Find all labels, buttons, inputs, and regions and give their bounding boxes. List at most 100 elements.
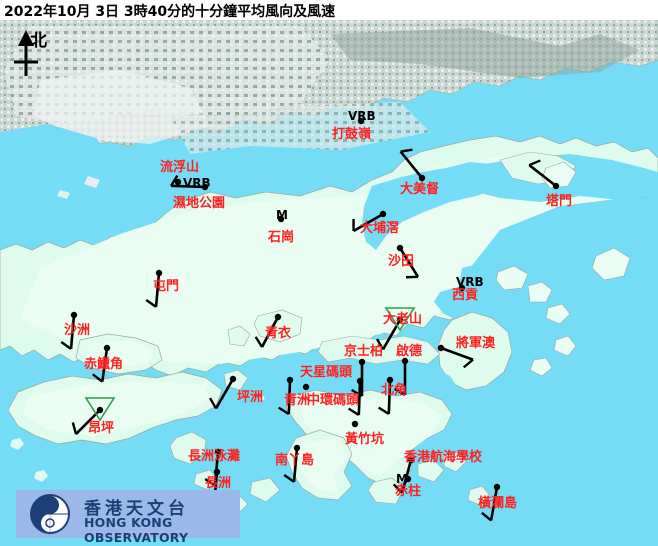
wind-shaft [214,378,235,410]
wind-shaft [489,486,499,521]
mainland-lower-texture [170,102,430,154]
wind-barb-feather [348,407,360,416]
station-sha-chau[interactable] [60,311,78,350]
station-peng-chau[interactable] [208,375,237,410]
station-waglan-island[interactable] [481,483,501,522]
station-label-lamma-island: 南丫島 [275,453,315,468]
wind-barb-feather [528,159,541,167]
station-dot-marker [96,406,104,414]
station-dot-marker [407,456,415,464]
station-tap-mun[interactable] [528,159,560,190]
station-label-cheung-chau-beach: 長洲泳灘 [188,449,241,464]
ne-outer-island [591,247,631,281]
vrb-label-sai-kung: VRB [456,275,484,289]
station-ta-kwu-ling[interactable] [357,117,365,125]
station-dot-marker [286,376,294,384]
station-label-sai-kung: 西貢 [452,288,479,303]
sea-rock-4 [128,306,132,310]
cheung-chau-island [169,431,207,465]
station-stanley[interactable] [404,475,412,483]
station-dot-marker [103,344,111,352]
station-wong-chuk-hang[interactable] [351,420,359,428]
station-lamma-island[interactable] [283,444,301,483]
station-tsing-yi[interactable] [254,313,282,348]
station-kai-tak[interactable] [394,357,409,397]
station-lau-fau-shan[interactable] [174,178,182,186]
wind-barb-feather [145,299,157,308]
station-label-tai-po-kau: 大埔滘 [360,221,400,236]
station-dot-marker [358,358,366,366]
missing-label-stanley: M [396,472,408,486]
kowloon-peninsula [317,335,441,365]
wind-barb-feather [208,397,218,410]
sai-kung-island-2 [527,281,553,303]
wind-barb-feather [392,483,404,494]
wind-shaft [440,346,474,361]
hko-swirl-logo-icon [30,494,70,534]
nw-island-a [84,176,100,188]
station-label-wong-chuk-hang: 黃竹坑 [345,432,385,447]
station-chek-lap-kok[interactable] [92,344,111,383]
station-label-central-pier: 中環碼頭 [307,393,360,408]
ma-wan-island [227,325,251,347]
wind-shaft [399,150,424,179]
hk-island-inner [300,398,442,476]
station-dot-marker [357,117,365,125]
sai-kung-island-5 [529,357,553,377]
station-shek-kong[interactable] [277,215,285,223]
wind-barb-feather [400,148,413,153]
missing-label-shek-kong: M [276,208,288,222]
station-dot-marker [396,316,404,324]
station-label-tsing-yi: 青衣 [265,326,292,341]
station-sha-tin[interactable] [396,244,420,279]
station-dot-marker [229,375,237,383]
wind-shaft [292,447,299,482]
station-tates-cairn[interactable] [375,307,416,351]
station-label-north-point: 北角 [381,383,408,398]
station-dot-marker [70,311,78,319]
station-dot-marker [174,178,182,186]
station-label-chek-lap-kok: 赤鱲角 [84,357,124,372]
station-ngong-ping[interactable] [71,397,116,435]
station-dot-marker [214,448,222,456]
tsing-yi-island [253,309,303,343]
station-label-ta-kwu-ling: 打鼓嶺 [332,127,372,142]
wind-shaft [357,380,362,416]
vrb-label-ta-kwu-ling: VRB [348,109,376,123]
lamma-inner [294,438,346,492]
station-label-ngong-ping: 昂坪 [88,421,115,436]
sai-kung-island-1 [495,265,529,291]
nw-island-b [57,190,70,199]
logo-name-en: HONG KONG OBSERVATORY [84,515,189,545]
wind-barb-feather [394,387,406,397]
station-tai-mei-tuk[interactable] [399,148,426,182]
page-title: 2022年10月 3日 3時40分的十分鐘平均風向及風速 [4,4,336,20]
south-island-f [443,451,467,473]
station-star-ferry[interactable] [348,377,364,416]
station-label-tap-mun: 塔門 [546,194,573,209]
station-dot-marker [356,377,364,385]
wind-barb-feather [92,373,104,383]
mainland-bright-patch [34,70,210,144]
clearwater-bay-peninsula [437,311,513,391]
station-north-point[interactable] [378,376,394,415]
station-dot-marker [351,420,359,428]
station-central-pier[interactable] [302,383,310,391]
station-sai-kung[interactable] [458,284,466,292]
station-label-kai-tak: 啟德 [396,344,423,359]
station-dot-marker [155,269,163,277]
station-tai-po-kau[interactable] [352,210,387,233]
wind-barb-feather [375,338,385,351]
map-canvas[interactable]: 北 打鼓嶺 VRB 流浮山 VRB 濕地公園 塔門 大美督 石崗 M 大埔滘 沙田 屯門 西貢 VRB 沙洲… [0,20,658,546]
station-tseung-kwan-o[interactable] [437,344,474,369]
station-dot-marker [293,444,301,452]
station-wetland-park[interactable] [170,175,209,191]
station-dot-marker [379,210,387,218]
wind-barb-feather [170,175,179,187]
sai-kung-island-3 [545,303,571,325]
station-tuen-mun[interactable] [145,269,163,308]
station-label-sha-chau: 沙洲 [64,323,91,338]
station-green-island[interactable] [278,376,294,415]
sea-rock-5 [423,289,429,295]
